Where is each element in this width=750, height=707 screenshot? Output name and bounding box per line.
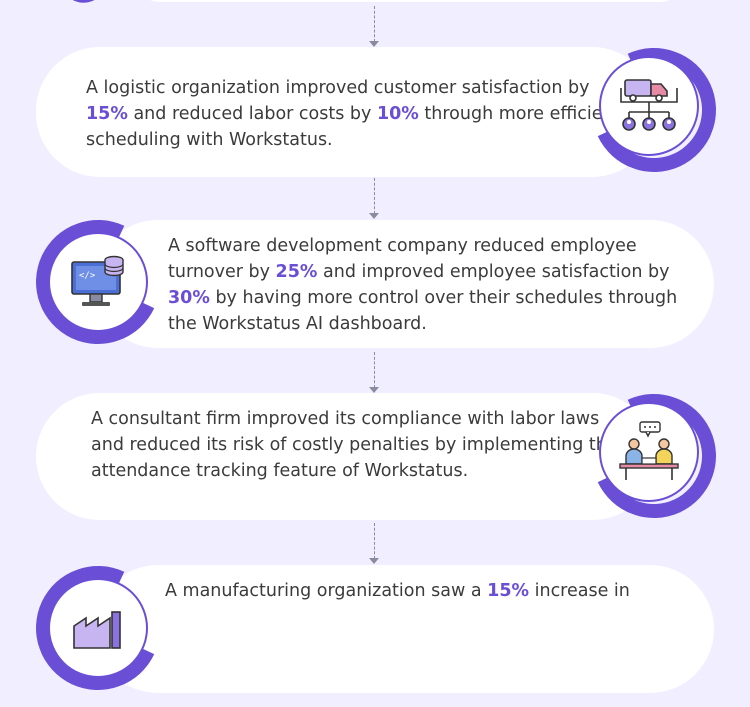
icon-badge-software: </> [48, 232, 148, 332]
connector-arrow-4 [369, 558, 379, 564]
case-card-consultant: A consultant firm improved its complianc… [36, 393, 656, 520]
connector-arrow-1 [369, 41, 379, 47]
case-card-manufacturing: A manufacturing organization saw a 15% i… [94, 565, 714, 693]
connector-arrow-3 [369, 387, 379, 393]
icon-ring-partial-top [52, 0, 118, 10]
case-text-consultant: A consultant firm improved its complianc… [91, 409, 618, 481]
case-text-logistics: A logistic organization improved custome… [86, 78, 621, 150]
case-card-software: A software development company reduced e… [94, 220, 714, 348]
connector-line-3 [374, 352, 375, 388]
connector-line-1 [374, 6, 375, 42]
monitor-database-icon: </> [71, 255, 124, 306]
case-text-software: A software development company reduced e… [168, 236, 678, 334]
icon-badge-manufacturing [48, 578, 148, 678]
svg-text:</>: </> [79, 271, 96, 281]
consultation-meeting-icon [619, 421, 679, 480]
connector-line-4 [374, 523, 375, 559]
case-card-partial-top [130, 0, 690, 2]
icon-badge-consultant [599, 402, 699, 502]
connector-arrow-2 [369, 213, 379, 219]
case-text-manufacturing: A manufacturing organization saw a 15% i… [165, 581, 630, 601]
connector-line-2 [374, 178, 375, 214]
truck-network-icon [620, 79, 678, 131]
case-card-logistics: A logistic organization improved custome… [36, 47, 656, 177]
factory-icon [73, 611, 121, 649]
icon-badge-logistics [599, 56, 699, 156]
